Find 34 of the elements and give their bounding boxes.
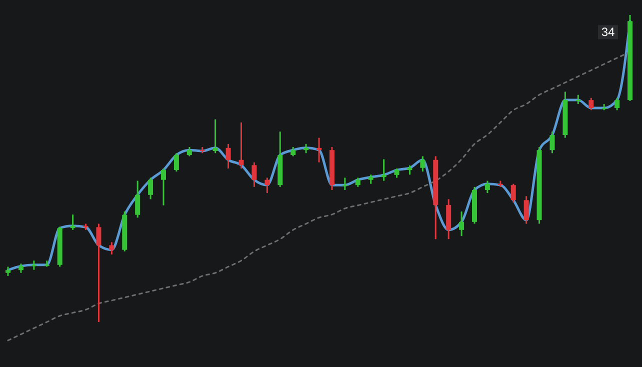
candlestick [109,241,114,256]
candlestick [96,223,102,323]
candlestick [394,168,400,178]
candlestick [6,266,10,277]
candlestick [70,214,76,231]
candlestick [381,158,386,182]
candlestick [148,176,154,200]
candlestick [420,155,426,172]
candlestick [186,146,192,157]
candlestick [316,137,322,164]
candlestick [550,130,555,154]
candlestick [510,183,516,204]
candlestick [342,176,348,191]
candlestick [304,143,309,154]
candlestick [161,168,166,206]
candlestick [459,210,464,237]
candlestick [484,180,490,194]
candlestick [368,174,374,185]
candlestick [18,262,24,274]
candlestick [264,176,270,194]
candlestick [576,94,581,105]
candlestick [355,176,360,188]
candlestick [252,162,257,188]
candlestick [135,180,140,218]
candlestick [212,118,218,154]
annotation: 34 [601,25,615,40]
candlestick [614,97,620,111]
candlestick [238,122,244,170]
candlestick [290,146,296,157]
candlestick [524,195,529,225]
candlestick [226,143,231,170]
candlestick [588,97,594,111]
candlestick [174,152,179,172]
candlestick [407,164,412,176]
